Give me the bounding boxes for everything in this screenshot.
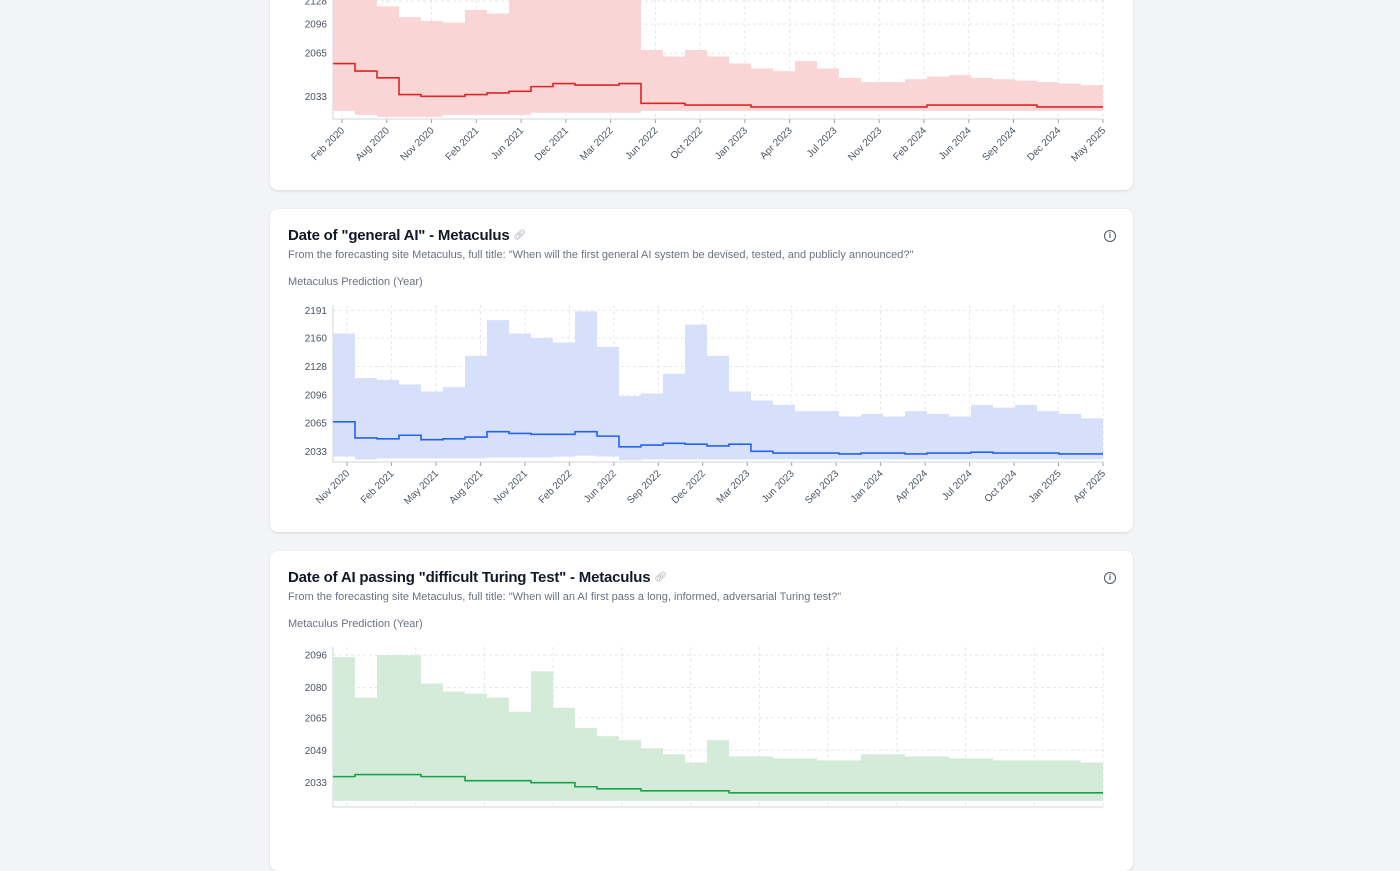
x-tick-label: Nov 2023 [846, 125, 884, 163]
x-tick-label: Sep 2022 [625, 468, 663, 506]
y-tick-label: 2096 [305, 20, 328, 31]
y-tick-label: 2065 [305, 418, 328, 429]
x-tick-label: Jun 2022 [624, 125, 661, 162]
y-tick-label: 2128 [305, 362, 328, 373]
x-tick-label: Nov 2020 [399, 125, 437, 163]
y-tick-label: 2080 [305, 683, 328, 694]
y-tick-label: 2096 [305, 391, 328, 402]
x-tick-label: Mar 2023 [715, 468, 753, 506]
x-tick-label: Aug 2020 [354, 125, 392, 163]
x-tick-label: Jun 2021 [489, 125, 526, 162]
card-title-text: Date of AI passing "difficult Turing Tes… [288, 569, 651, 586]
x-tick-label: Feb 2021 [359, 468, 397, 506]
y-axis-label: Metaculus Prediction (Year) [288, 618, 423, 630]
x-tick-label: Jul 2023 [805, 125, 840, 160]
x-tick-label: Jan 2024 [849, 468, 886, 505]
y-tick-label: 2049 [305, 746, 328, 757]
x-tick-label: Feb 2021 [444, 125, 482, 163]
x-tick-label: Oct 2024 [983, 468, 1020, 505]
y-tick-label: 2065 [305, 49, 328, 60]
confidence-band [333, 0, 1103, 117]
confidence-band [333, 311, 1103, 461]
x-tick-label: Mar 2022 [578, 125, 616, 163]
chart-card-general-ai: Date of "general AI" - Metaculus 🔗︎ i Fro… [270, 209, 1133, 532]
card-subtitle: From the forecasting site Metaculus, ful… [288, 591, 842, 603]
median-line [333, 62, 1103, 108]
x-tick-label: Jun 2024 [937, 125, 974, 162]
y-tick-label: 2160 [305, 334, 328, 345]
x-tick-label: Jan 2023 [713, 125, 750, 162]
x-tick-label: Jun 2023 [760, 468, 797, 505]
x-tick-label: Aug 2021 [447, 468, 485, 506]
x-tick-label: Feb 2022 [537, 468, 575, 506]
x-tick-label: Dec 2021 [533, 125, 571, 163]
y-tick-label: 2096 [305, 651, 328, 662]
x-tick-label: Jun 2022 [582, 468, 619, 505]
link-icon[interactable]: 🔗︎ [513, 230, 526, 241]
y-tick-label: 2033 [305, 778, 328, 789]
x-tick-label: Jul 2024 [940, 468, 975, 503]
x-tick-label: Nov 2020 [314, 468, 352, 506]
y-axis-label: Metaculus Prediction (Year) [288, 276, 423, 288]
y-tick-label: 2065 [305, 713, 328, 724]
x-tick-label: Dec 2022 [670, 468, 708, 506]
x-tick-label: Sep 2023 [803, 468, 841, 506]
chart-card-1: 2033 2065 2096 2128 Feb 2020 Aug 2020 Nov 2020… [270, 0, 1133, 190]
chart-1: 2033 2065 2096 2128 Feb 2020 Aug 2020 Nov 2020… [305, 0, 1108, 164]
chart-card-turing-test: Date of AI passing "difficult Turing Tes… [270, 551, 1133, 871]
x-tick-label: Feb 2020 [309, 125, 347, 163]
info-icon[interactable]: i [1104, 572, 1116, 584]
x-tick-label: Apr 2023 [758, 125, 795, 162]
card-subtitle: From the forecasting site Metaculus, ful… [288, 249, 914, 261]
x-tick-label: Feb 2024 [891, 125, 929, 163]
x-tick-label: Sep 2024 [981, 125, 1019, 163]
x-tick-label: Oct 2022 [669, 125, 706, 162]
x-tick-label: May 2021 [402, 468, 441, 507]
chart-2: 2033 2065 2096 2128 2160 2191 Nov 2020 Feb 2021… [305, 305, 1109, 507]
x-tick-label: Apr 2024 [894, 468, 931, 505]
card-title-text: Date of "general AI" - Metaculus [288, 227, 510, 244]
y-tick-label: 2033 [305, 447, 328, 458]
y-tick-label: 2128 [305, 0, 328, 8]
y-tick-label: 2191 [305, 306, 328, 317]
card-title: Date of AI passing "difficult Turing Tes… [288, 569, 667, 586]
info-icon[interactable]: i [1104, 230, 1116, 242]
median-line [333, 421, 1103, 455]
x-tick-label: Nov 2021 [492, 468, 530, 506]
chart-3: 2033 2049 2065 2080 2096 [305, 647, 1104, 808]
y-tick-label: 2033 [305, 92, 328, 103]
x-tick-label: Apr 2025 [1072, 468, 1109, 505]
link-icon[interactable]: 🔗︎ [654, 572, 667, 583]
confidence-band [333, 655, 1103, 801]
card-title: Date of "general AI" - Metaculus 🔗︎ [288, 227, 526, 244]
x-tick-label: Jan 2025 [1027, 468, 1064, 505]
x-tick-label: May 2025 [1069, 125, 1108, 164]
x-tick-label: Dec 2024 [1025, 125, 1063, 163]
